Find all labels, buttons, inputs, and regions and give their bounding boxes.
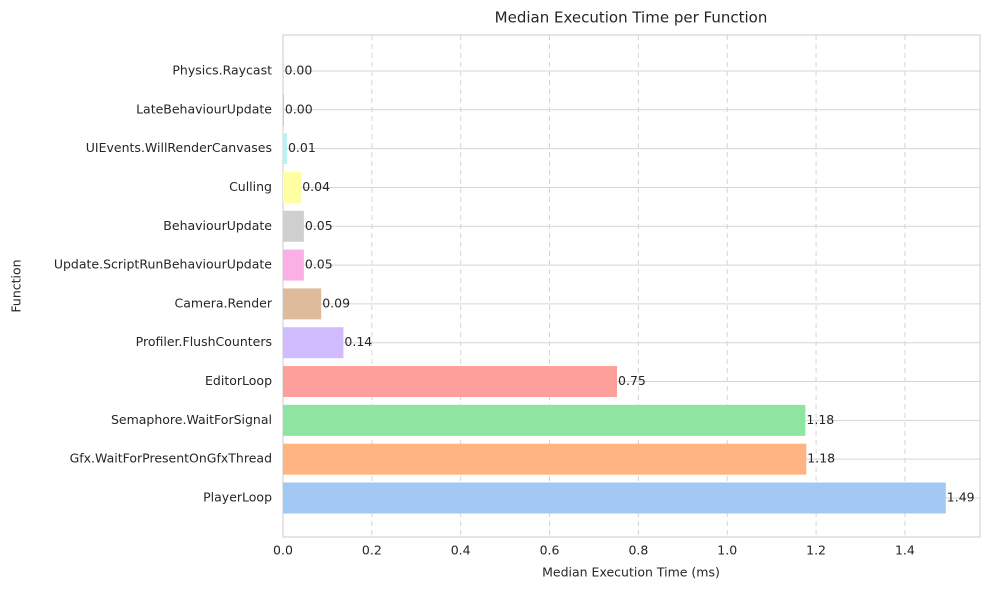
data-label: 1.49 (947, 490, 975, 505)
data-label: 1.18 (807, 451, 835, 466)
data-label: 0.09 (322, 295, 350, 310)
x-tick-label: 0.4 (451, 543, 471, 558)
y-tick-label: Camera.Render (174, 295, 272, 310)
y-tick-label: UIEvents.WillRenderCanvases (86, 140, 272, 155)
y-tick-label: Semaphore.WaitForSignal (111, 412, 272, 427)
y-tick-label: BehaviourUpdate (163, 218, 272, 233)
bar (283, 444, 806, 475)
chart-title: Median Execution Time per Function (495, 9, 768, 27)
y-tick-label: Profiler.FlushCounters (136, 334, 272, 349)
data-label: 1.18 (806, 412, 834, 427)
y-tick-label: EditorLoop (205, 373, 272, 388)
data-label: 0.00 (285, 101, 313, 116)
bar (283, 288, 321, 319)
y-tick-label: Gfx.WaitForPresentOnGfxThread (70, 451, 272, 466)
bar (283, 405, 805, 436)
data-label: 0.05 (305, 218, 333, 233)
bar (283, 94, 284, 125)
x-tick-label: 0.8 (628, 543, 648, 558)
data-label: 0.05 (305, 257, 333, 272)
bar (283, 133, 287, 164)
y-tick-label: LateBehaviourUpdate (136, 101, 272, 116)
y-tick-label: PlayerLoop (203, 490, 272, 505)
data-label: 0.14 (344, 334, 372, 349)
y-tick-label: Update.ScriptRunBehaviourUpdate (54, 257, 272, 272)
bar (283, 366, 617, 397)
bar (283, 211, 304, 242)
x-tick-label: 1.0 (717, 543, 737, 558)
x-tick-label: 1.4 (895, 543, 915, 558)
x-axis-label: Median Execution Time (ms) (542, 565, 720, 580)
x-tick-label: 1.2 (806, 543, 826, 558)
y-axis-label: Function (9, 259, 24, 312)
data-label: 0.75 (618, 373, 646, 388)
y-tick-label: Culling (229, 179, 272, 194)
x-tick-label: 0.6 (540, 543, 560, 558)
bar (283, 483, 946, 514)
data-label: 0.04 (302, 179, 330, 194)
data-label: 0.01 (288, 140, 316, 155)
bar (283, 327, 343, 358)
bar (283, 172, 301, 203)
bar (283, 250, 304, 281)
x-tick-label: 0.0 (273, 543, 293, 558)
y-tick-label: Physics.Raycast (172, 62, 272, 77)
data-label: 0.00 (284, 62, 312, 77)
x-tick-label: 0.2 (362, 543, 382, 558)
